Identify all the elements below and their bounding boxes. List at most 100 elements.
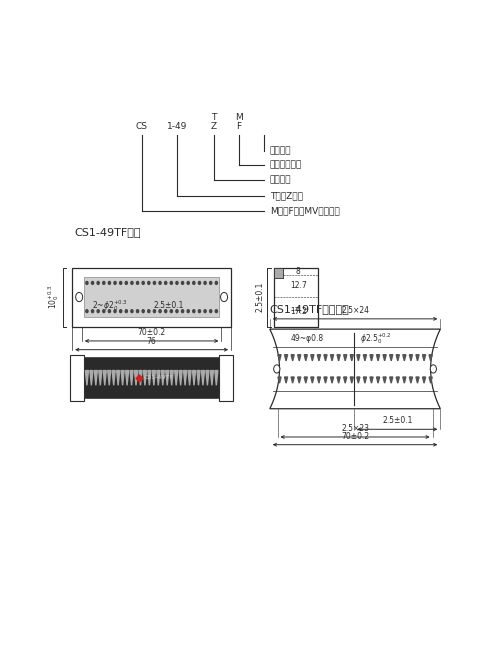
Text: 2.5±0.1: 2.5±0.1 xyxy=(154,301,184,310)
Polygon shape xyxy=(103,371,106,386)
Text: T
Z: T Z xyxy=(210,113,216,131)
Bar xyxy=(72,267,231,327)
Circle shape xyxy=(125,309,128,313)
Circle shape xyxy=(176,281,178,284)
Polygon shape xyxy=(99,371,102,386)
Polygon shape xyxy=(215,371,218,386)
Circle shape xyxy=(86,309,88,313)
Circle shape xyxy=(216,281,218,284)
Circle shape xyxy=(430,365,436,373)
Text: 接触件数: 接触件数 xyxy=(270,175,291,185)
Polygon shape xyxy=(422,355,426,361)
Polygon shape xyxy=(422,377,426,383)
Polygon shape xyxy=(330,355,334,361)
Circle shape xyxy=(120,281,122,284)
Polygon shape xyxy=(278,355,281,361)
Polygon shape xyxy=(330,377,334,383)
Polygon shape xyxy=(179,371,182,386)
Text: 2.5±0.1: 2.5±0.1 xyxy=(382,416,412,425)
Circle shape xyxy=(182,309,184,313)
Polygon shape xyxy=(291,355,294,361)
Circle shape xyxy=(170,309,172,313)
Text: 2.5±0.1: 2.5±0.1 xyxy=(256,282,265,312)
Polygon shape xyxy=(416,355,419,361)
Circle shape xyxy=(125,281,128,284)
Polygon shape xyxy=(270,329,440,409)
Polygon shape xyxy=(108,371,111,386)
Polygon shape xyxy=(206,371,209,386)
Circle shape xyxy=(192,309,195,313)
Polygon shape xyxy=(174,371,178,386)
Polygon shape xyxy=(139,371,142,386)
Text: CS1-49TF: CS1-49TF xyxy=(144,376,174,380)
Polygon shape xyxy=(318,377,320,383)
Text: 70±0.2: 70±0.2 xyxy=(341,432,369,441)
Circle shape xyxy=(136,281,138,284)
Polygon shape xyxy=(350,355,354,361)
Text: 70±0.2: 70±0.2 xyxy=(138,328,166,337)
Polygon shape xyxy=(370,355,373,361)
Polygon shape xyxy=(390,377,393,383)
Circle shape xyxy=(108,281,110,284)
Circle shape xyxy=(192,281,195,284)
Circle shape xyxy=(170,281,172,284)
Circle shape xyxy=(131,309,133,313)
Text: 1-49: 1-49 xyxy=(166,123,187,131)
Text: CS: CS xyxy=(136,123,148,131)
Circle shape xyxy=(92,281,94,284)
Polygon shape xyxy=(311,355,314,361)
Polygon shape xyxy=(344,355,347,361)
Polygon shape xyxy=(298,355,301,361)
Polygon shape xyxy=(429,355,432,361)
Polygon shape xyxy=(304,355,308,361)
Circle shape xyxy=(97,309,100,313)
Text: 76: 76 xyxy=(147,337,156,346)
Polygon shape xyxy=(192,371,196,386)
Circle shape xyxy=(210,309,212,313)
Polygon shape xyxy=(318,355,320,361)
Polygon shape xyxy=(311,377,314,383)
Circle shape xyxy=(216,309,218,313)
Circle shape xyxy=(142,309,144,313)
Circle shape xyxy=(148,309,150,313)
Circle shape xyxy=(187,309,190,313)
Polygon shape xyxy=(184,371,186,386)
Polygon shape xyxy=(429,377,432,383)
Text: 结构类型序号: 结构类型序号 xyxy=(270,160,302,169)
Polygon shape xyxy=(403,377,406,383)
Polygon shape xyxy=(416,377,419,383)
Polygon shape xyxy=(148,371,151,386)
Polygon shape xyxy=(364,377,366,383)
Text: 2~$\phi$2$^{+0.3}_{0}$: 2~$\phi$2$^{+0.3}_{0}$ xyxy=(92,298,128,313)
Polygon shape xyxy=(396,355,400,361)
Polygon shape xyxy=(112,371,115,386)
Circle shape xyxy=(154,281,156,284)
Circle shape xyxy=(131,281,133,284)
Polygon shape xyxy=(324,377,327,383)
Text: 2.5×23: 2.5×23 xyxy=(341,424,369,433)
Circle shape xyxy=(148,281,150,284)
Circle shape xyxy=(210,281,212,284)
Circle shape xyxy=(76,292,82,301)
Polygon shape xyxy=(126,371,128,386)
Circle shape xyxy=(120,309,122,313)
Polygon shape xyxy=(410,377,412,383)
Text: M
F: M F xyxy=(235,113,242,131)
Circle shape xyxy=(97,281,100,284)
Bar xyxy=(70,355,84,401)
Polygon shape xyxy=(337,377,340,383)
Polygon shape xyxy=(376,355,380,361)
Polygon shape xyxy=(157,371,160,386)
Polygon shape xyxy=(197,371,200,386)
Polygon shape xyxy=(121,371,124,386)
Circle shape xyxy=(108,309,110,313)
Circle shape xyxy=(176,309,178,313)
Polygon shape xyxy=(86,371,88,386)
Polygon shape xyxy=(130,371,133,386)
Circle shape xyxy=(164,309,167,313)
Polygon shape xyxy=(152,371,156,386)
Text: T插头Z插座: T插头Z插座 xyxy=(270,191,303,200)
Text: 49~φ0.8: 49~φ0.8 xyxy=(291,334,324,344)
Polygon shape xyxy=(383,377,386,383)
Polygon shape xyxy=(116,371,119,386)
